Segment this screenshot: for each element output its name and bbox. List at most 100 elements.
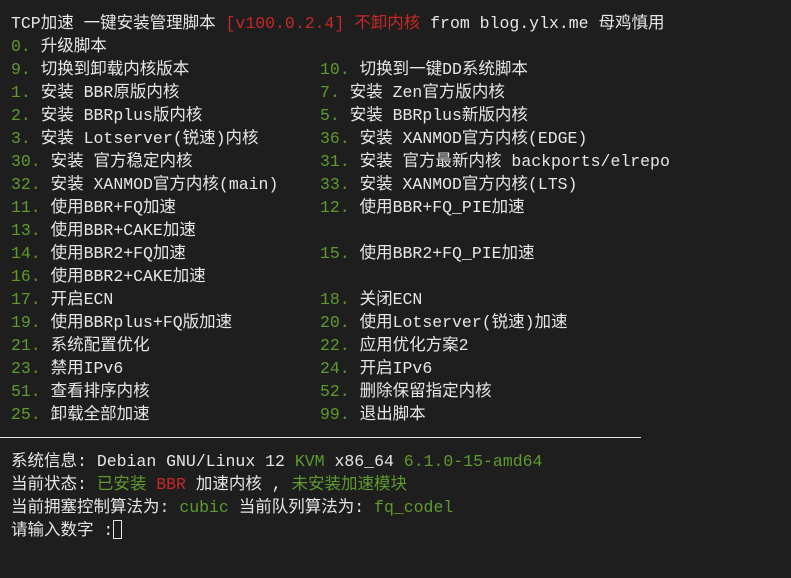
menu-item-number: 24. — [320, 359, 350, 378]
menu-item-number: 31. — [320, 152, 350, 171]
menu-item-label: 使用BBR+FQ加速 — [40, 198, 177, 217]
menu-item-label: 使用BBR+FQ_PIE加速 — [349, 198, 525, 217]
menu-item-9: 9. 切换到卸载内核版本 — [11, 58, 189, 81]
menu-item-number: 11. — [11, 198, 41, 217]
menu-item-number: 25. — [11, 405, 41, 424]
menu-item-number: 52. — [320, 382, 350, 401]
menu-item-label: 开启IPv6 — [349, 359, 433, 378]
menu-item-24: 24. 开启IPv6 — [320, 357, 432, 380]
menu-item-number: 22. — [320, 336, 350, 355]
separator — [0, 437, 641, 438]
menu-item-15: 15. 使用BBR2+FQ_PIE加速 — [320, 242, 535, 265]
menu-item-label: 应用优化方案2 — [349, 336, 469, 355]
menu-item-label: 安装 Lotserver(锐速)内核 — [30, 129, 259, 148]
menu-item-label: 使用BBR2+CAKE加速 — [40, 267, 206, 286]
prompt-label: 请输入数字 : — [11, 521, 114, 540]
cc-label: 当前拥塞控制算法为: — [11, 498, 180, 517]
menu-item-10: 10. 切换到一键DD系统脚本 — [320, 58, 528, 81]
menu-item-11: 11. 使用BBR+FQ加速 — [11, 196, 176, 219]
menu-item-25: 25. 卸载全部加速 — [11, 403, 150, 426]
menu-item-number: 9. — [11, 60, 31, 79]
menu-item-label: 安装 官方最新内核 backports/elrepo — [349, 152, 670, 171]
menu-item-label: 禁用IPv6 — [40, 359, 124, 378]
menu-item-number: 1. — [11, 83, 31, 102]
menu-item-number: 30. — [11, 152, 41, 171]
menu-item-label: 切换到一键DD系统脚本 — [349, 60, 528, 79]
sysinfo-label: 系统信息: — [11, 452, 97, 471]
menu-item-0: 0. 升级脚本 — [11, 35, 107, 58]
menu-item-label: 安装 XANMOD官方内核(LTS) — [349, 175, 578, 194]
system-info: 系统信息: Debian GNU/Linux 12 KVM x86_64 6.1… — [11, 450, 542, 473]
menu-item-label: 使用BBRplus+FQ版加速 — [40, 313, 233, 332]
terminal-cursor[interactable] — [113, 520, 123, 539]
menu-item-number: 2. — [11, 106, 31, 125]
menu-item-label: 退出脚本 — [349, 405, 426, 424]
menu-item-number: 0. — [11, 37, 31, 56]
menu-item-label: 关闭ECN — [349, 290, 423, 309]
menu-item-label: 安装 BBRplus新版内核 — [339, 106, 528, 125]
menu-item-label: 安装 XANMOD官方内核(main) — [40, 175, 279, 194]
menu-item-30: 30. 安装 官方稳定内核 — [11, 150, 193, 173]
menu-item-label: 安装 BBRplus版内核 — [30, 106, 203, 125]
status-line: 当前状态: 已安装 BBR 加速内核 , 未安装加速模块 — [11, 473, 407, 496]
menu-item-number: 51. — [11, 382, 41, 401]
arch: x86_64 — [324, 452, 404, 471]
menu-item-36: 36. 安装 XANMOD官方内核(EDGE) — [320, 127, 587, 150]
menu-item-label: 安装 官方稳定内核 — [40, 152, 193, 171]
menu-item-label: 升级脚本 — [30, 37, 107, 56]
menu-item-14: 14. 使用BBR2+FQ加速 — [11, 242, 186, 265]
menu-item-16: 16. 使用BBR2+CAKE加速 — [11, 265, 206, 288]
menu-item-33: 33. 安装 XANMOD官方内核(LTS) — [320, 173, 577, 196]
menu-item-label: 切换到卸载内核版本 — [30, 60, 190, 79]
menu-item-number: 33. — [320, 175, 350, 194]
menu-item-label: 安装 Zen官方版内核 — [339, 83, 505, 102]
module-status: 未安装加速模块 — [291, 475, 408, 494]
installed-text: 已安装 — [96, 475, 157, 494]
menu-item-number: 18. — [320, 290, 350, 309]
kernel-text: 加速内核 , — [185, 475, 292, 494]
menu-item-label: 使用BBR2+FQ加速 — [40, 244, 186, 263]
menu-item-23: 23. 禁用IPv6 — [11, 357, 123, 380]
menu-item-number: 19. — [11, 313, 41, 332]
version-badge: [v100.0.2.4] 不卸内核 — [225, 14, 421, 33]
menu-item-number: 14. — [11, 244, 41, 263]
menu-item-20: 20. 使用Lotserver(锐速)加速 — [320, 311, 568, 334]
menu-item-label: 系统配置优化 — [40, 336, 150, 355]
menu-item-21: 21. 系统配置优化 — [11, 334, 150, 357]
menu-item-7: 7. 安装 Zen官方版内核 — [320, 81, 505, 104]
menu-item-number: 3. — [11, 129, 31, 148]
menu-item-label: 使用BBR+CAKE加速 — [40, 221, 196, 240]
menu-item-number: 17. — [11, 290, 41, 309]
menu-item-13: 13. 使用BBR+CAKE加速 — [11, 219, 196, 242]
menu-item-number: 21. — [11, 336, 41, 355]
menu-item-5: 5. 安装 BBRplus新版内核 — [320, 104, 528, 127]
menu-item-number: 20. — [320, 313, 350, 332]
os-name: Debian GNU/Linux 12 — [96, 452, 295, 471]
menu-item-label: 安装 XANMOD官方内核(EDGE) — [349, 129, 588, 148]
menu-item-17: 17. 开启ECN — [11, 288, 113, 311]
cc-value: cubic — [179, 498, 229, 517]
menu-item-number: 15. — [320, 244, 350, 263]
bbr-text: BBR — [156, 475, 186, 494]
menu-item-number: 16. — [11, 267, 41, 286]
menu-item-number: 32. — [11, 175, 41, 194]
menu-item-number: 7. — [320, 83, 340, 102]
menu-item-label: 开启ECN — [40, 290, 114, 309]
menu-item-31: 31. 安装 官方最新内核 backports/elrepo — [320, 150, 670, 173]
menu-item-22: 22. 应用优化方案2 — [320, 334, 469, 357]
algorithm-line: 当前拥塞控制算法为: cubic 当前队列算法为: fq_codel — [11, 496, 453, 519]
menu-item-1: 1. 安装 BBR原版内核 — [11, 81, 179, 104]
menu-item-number: 10. — [320, 60, 350, 79]
menu-item-label: 查看排序内核 — [40, 382, 150, 401]
prompt-line[interactable]: 请输入数字 : — [11, 519, 123, 542]
menu-item-18: 18. 关闭ECN — [320, 288, 422, 311]
menu-item-label: 安装 BBR原版内核 — [30, 83, 180, 102]
menu-item-label: 使用Lotserver(锐速)加速 — [349, 313, 568, 332]
status-label: 当前状态: — [11, 475, 97, 494]
header-suffix: from blog.ylx.me 母鸡慎用 — [420, 14, 665, 33]
script-title: TCP加速 一键安装管理脚本 — [11, 14, 226, 33]
kernel-version: 6.1.0-15-amd64 — [403, 452, 543, 471]
menu-item-label: 使用BBR2+FQ_PIE加速 — [349, 244, 535, 263]
qdisc-value: fq_codel — [374, 498, 454, 517]
menu-item-52: 52. 删除保留指定内核 — [320, 380, 492, 403]
